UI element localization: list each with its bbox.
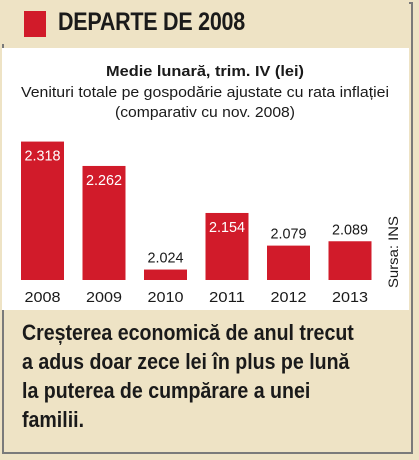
header: DEPARTE DE 2008 bbox=[2, 2, 409, 44]
bars-group bbox=[21, 141, 372, 280]
value-label-2012: 2.079 bbox=[271, 226, 307, 243]
bar-2013 bbox=[328, 241, 372, 280]
bar-2009 bbox=[82, 165, 126, 280]
value-labels-group: 2.318 2.262 2.024 2.154 2.079 2.089 bbox=[25, 148, 369, 267]
value-label-2010: 2.024 bbox=[148, 250, 184, 267]
x-tick-label-2013: 2013 bbox=[332, 289, 368, 306]
chart-title: Medie lunară, trim. IV (lei) bbox=[106, 63, 304, 80]
header-accent-bar bbox=[24, 11, 46, 37]
x-tick-labels-group: 2008 2009 2010 2011 2012 2013 bbox=[25, 289, 369, 306]
summary-text: Creșterea economică de anul trecut a adu… bbox=[22, 320, 354, 432]
value-label-2009: 2.262 bbox=[86, 172, 122, 189]
chart-panel: Medie lunară, trim. IV (lei) Venituri to… bbox=[2, 48, 409, 310]
value-label-2013: 2.089 bbox=[332, 221, 368, 238]
bar-2011 bbox=[205, 212, 249, 280]
bar-2010 bbox=[144, 269, 187, 280]
bar-2012 bbox=[267, 245, 310, 280]
x-tick-label-2011: 2011 bbox=[209, 289, 245, 306]
chart-subtitle-line-2: (comparativ cu nov. 2008) bbox=[115, 104, 295, 121]
x-tick-label-2008: 2008 bbox=[25, 289, 61, 306]
x-tick-label-2009: 2009 bbox=[86, 289, 122, 306]
source-label: Sursa: INS bbox=[385, 216, 401, 288]
bar-2008 bbox=[21, 141, 64, 280]
value-label-2011: 2.154 bbox=[209, 219, 245, 236]
value-label-2008: 2.318 bbox=[25, 148, 61, 165]
chart-subtitle-line-1: Venituri totale pe gospodărie ajustate c… bbox=[21, 84, 389, 101]
x-tick-label-2012: 2012 bbox=[271, 289, 307, 306]
bar-chart: Medie lunară, trim. IV (lei) Venituri to… bbox=[21, 63, 401, 306]
page-title: DEPARTE DE 2008 bbox=[58, 8, 245, 36]
x-tick-label-2010: 2010 bbox=[148, 289, 184, 306]
